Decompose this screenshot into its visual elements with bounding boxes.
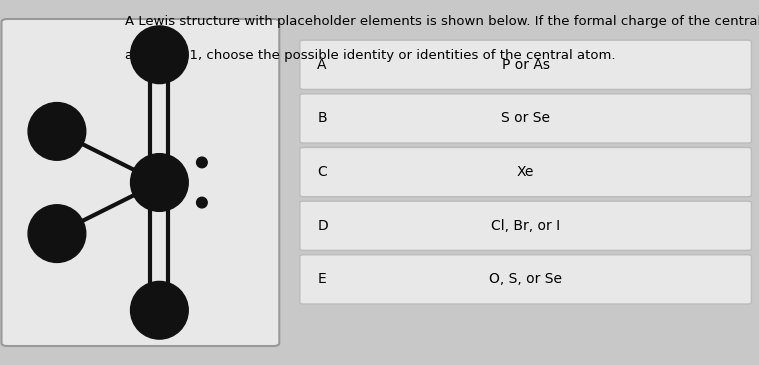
FancyBboxPatch shape (300, 94, 751, 143)
Text: atom is +1, choose the possible identity or identities of the central atom.: atom is +1, choose the possible identity… (125, 49, 616, 62)
Text: O, S, or Se: O, S, or Se (489, 272, 562, 287)
Ellipse shape (197, 157, 207, 168)
Text: E: E (317, 272, 326, 287)
Text: Cl, Br, or I: Cl, Br, or I (491, 219, 560, 233)
Text: P or As: P or As (502, 58, 550, 72)
Ellipse shape (131, 281, 188, 339)
Ellipse shape (131, 154, 188, 211)
Text: A: A (317, 58, 327, 72)
FancyBboxPatch shape (300, 147, 751, 197)
Text: C: C (317, 165, 327, 179)
FancyBboxPatch shape (300, 40, 751, 89)
Text: A Lewis structure with placeholder elements is shown below. If the formal charge: A Lewis structure with placeholder eleme… (125, 15, 759, 28)
Text: D: D (317, 219, 328, 233)
Ellipse shape (131, 26, 188, 84)
Text: B: B (317, 111, 327, 126)
FancyBboxPatch shape (300, 201, 751, 250)
Text: Xe: Xe (517, 165, 534, 179)
Ellipse shape (28, 103, 86, 160)
FancyBboxPatch shape (300, 255, 751, 304)
Text: S or Se: S or Se (501, 111, 550, 126)
Ellipse shape (28, 205, 86, 262)
FancyBboxPatch shape (2, 19, 279, 346)
Ellipse shape (197, 197, 207, 208)
